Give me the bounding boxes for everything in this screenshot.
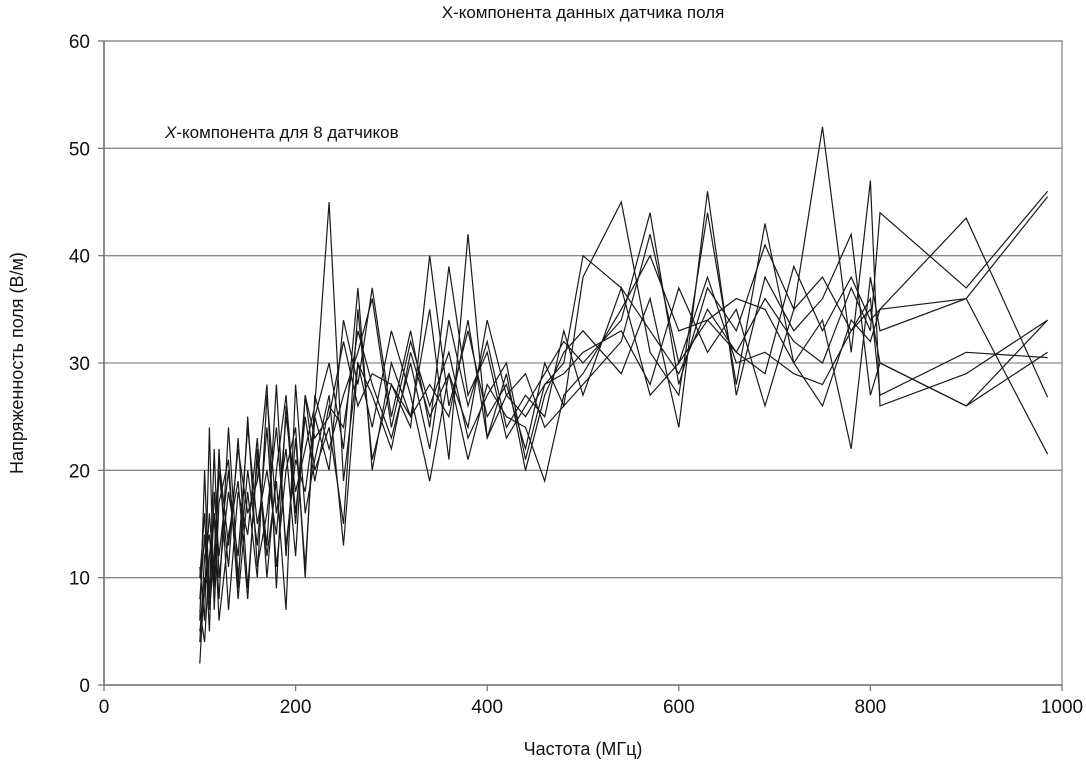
series-line-6 xyxy=(199,196,1049,632)
x-tick-label: 600 xyxy=(663,697,695,718)
series-lines xyxy=(199,126,1049,664)
chart-title: X-компонента данных датчика поля xyxy=(442,3,725,22)
series-line-4 xyxy=(199,217,1049,664)
series-line-8 xyxy=(199,234,1048,610)
annotation-italic: X xyxy=(164,123,177,142)
y-tick-label: 30 xyxy=(69,354,90,375)
series-line-2 xyxy=(199,126,1048,643)
annotation-rest: -компонента для 8 датчиков xyxy=(176,123,398,142)
x-tick-label: 0 xyxy=(99,697,110,718)
y-axis-label: Напряженность поля (В/м) xyxy=(7,252,27,474)
x-tick-label: 800 xyxy=(855,697,887,718)
chart-annotation: X-компонента для 8 датчиков xyxy=(164,123,399,142)
series-line-5 xyxy=(199,191,1048,632)
x-tick-label: 1000 xyxy=(1041,697,1083,718)
y-tick-label: 60 xyxy=(69,32,90,53)
y-tick-label: 50 xyxy=(69,139,90,160)
series-line-7 xyxy=(199,276,1049,643)
x-tick-label: 400 xyxy=(471,697,503,718)
x-tick-label: 200 xyxy=(280,697,312,718)
x-axis-label: Частота (МГц) xyxy=(524,739,643,759)
series-line-3 xyxy=(199,200,1049,621)
y-tick-label: 40 xyxy=(69,247,90,268)
y-tick-label: 10 xyxy=(69,569,90,590)
y-tick-label: 20 xyxy=(69,461,90,482)
axes xyxy=(98,40,1063,691)
y-tick-label: 0 xyxy=(79,676,90,697)
